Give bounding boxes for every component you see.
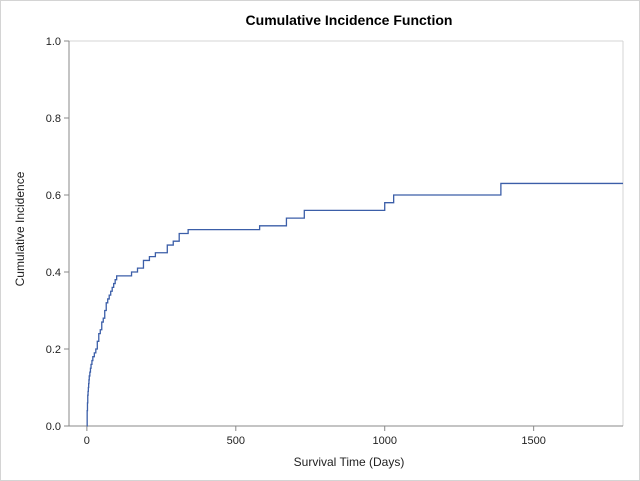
y-tick-label: 1.0 <box>46 36 61 48</box>
x-ticks: 0 500 1000 1500 <box>84 426 546 447</box>
x-tick-label: 500 <box>227 435 245 447</box>
y-tick-label: 0.8 <box>46 113 61 125</box>
y-tick-label: 0.6 <box>46 190 61 202</box>
x-axis-label: Survival Time (Days) <box>294 455 405 469</box>
y-axis-label: Cumulative Incidence <box>13 171 27 286</box>
y-ticks: 0.0 0.2 0.4 0.6 0.8 1.0 <box>46 36 69 433</box>
axes <box>68 40 624 427</box>
x-tick-label: 1000 <box>372 435 396 447</box>
y-tick-label: 0.0 <box>46 421 61 433</box>
y-tick-label: 0.2 <box>46 344 61 356</box>
x-tick-label: 1500 <box>521 435 545 447</box>
series-line-cif <box>86 182 623 427</box>
x-tick-label: 0 <box>84 435 90 447</box>
chart-title: Cumulative Incidence Function <box>246 12 453 28</box>
y-tick-label: 0.4 <box>46 267 61 279</box>
